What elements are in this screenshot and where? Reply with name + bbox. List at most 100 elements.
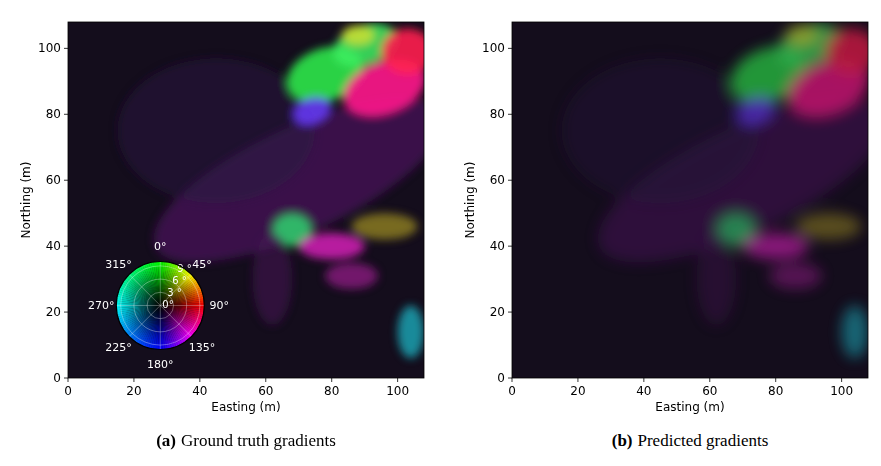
x-axis-title: Easting (m) — [211, 400, 280, 414]
wheel-spoke — [160, 305, 191, 336]
texture-blob — [733, 92, 779, 130]
wheel-angle-label: 90° — [210, 299, 230, 312]
texture-blob — [825, 29, 868, 75]
wheel-spoke — [116, 305, 160, 306]
texture-blob — [325, 263, 378, 289]
caption-text: Ground truth gradients — [181, 431, 336, 450]
texture-blob — [743, 233, 809, 259]
x-tick — [68, 378, 69, 382]
y-tick-label: 100 — [38, 41, 61, 55]
y-tick-label: 20 — [490, 305, 505, 319]
x-tick-label: 80 — [324, 384, 339, 398]
x-tick-label: 100 — [830, 384, 853, 398]
y-tick-label: 40 — [46, 239, 61, 253]
x-tick-label: 40 — [636, 384, 651, 398]
texture-blob — [786, 25, 819, 45]
panel-label: (b) — [612, 431, 633, 450]
figure: 0 20 40 60 80 100 0 20 40 60 80 100 Easting (m) North… — [0, 0, 881, 466]
caption-text: Predicted gradients — [638, 431, 769, 450]
y-axis-title: Northing (m) — [463, 162, 477, 239]
x-tick — [133, 378, 134, 382]
image — [512, 22, 868, 378]
x-tick — [577, 378, 578, 382]
wheel-shade — [116, 261, 204, 349]
texture-blob — [769, 263, 822, 289]
x-axis-title: Easting (m) — [655, 400, 724, 414]
wheel-spoke — [160, 261, 161, 305]
frame — [68, 22, 424, 378]
y-tick — [508, 246, 512, 247]
x-tick — [331, 378, 332, 382]
image — [68, 22, 424, 378]
y-tick — [64, 378, 68, 379]
y-tick — [508, 378, 512, 379]
y-tick-label: 0 — [53, 371, 61, 385]
y-tick-label: 80 — [490, 107, 505, 121]
wheel-angle-label: 225° — [105, 341, 132, 354]
wheel-angle-label: 315° — [105, 258, 132, 271]
color-wheel: 0°3 °6 °9 °0°45°90°135°180°225°270°315° — [88, 240, 229, 371]
y-tick — [508, 114, 512, 115]
y-tick — [64, 48, 68, 49]
texture-blob — [117, 58, 315, 203]
wheel-spoke — [129, 274, 160, 305]
wheel-outline — [116, 261, 204, 349]
x-tick — [643, 378, 644, 382]
y-tick — [64, 312, 68, 313]
wheel-angle-label: 135° — [189, 341, 216, 354]
x-tick — [775, 378, 776, 382]
panel: 020406080100020406080100Easting (m)North… — [463, 15, 881, 450]
x-tick-label: 20 — [126, 384, 141, 398]
x-tick-label: 60 — [258, 384, 273, 398]
wheel-angle-label: 180° — [147, 358, 174, 371]
texture-blob — [381, 29, 424, 75]
texture-blob — [697, 233, 737, 325]
texture-blob — [342, 25, 375, 45]
wheel-spoke — [160, 305, 204, 306]
wheel-angle-label: 45° — [192, 258, 212, 271]
texture-blob — [795, 213, 861, 239]
y-tick — [508, 180, 512, 181]
panel: 020406080100020406080100Easting (m)North… — [19, 15, 464, 450]
x-tick — [397, 378, 398, 382]
caption: (b) Predicted gradients — [612, 431, 769, 450]
texture-blob — [561, 58, 759, 203]
texture-blob — [299, 233, 365, 259]
y-tick-label: 60 — [490, 173, 505, 187]
x-tick — [709, 378, 710, 382]
wheel-spoke — [129, 305, 160, 336]
x-tick-label: 80 — [768, 384, 783, 398]
frame — [512, 22, 868, 378]
y-tick-label: 20 — [46, 305, 61, 319]
y-tick-label: 80 — [46, 107, 61, 121]
y-tick-label: 100 — [482, 41, 505, 55]
x-tick — [265, 378, 266, 382]
x-tick-label: 20 — [570, 384, 585, 398]
texture-blob — [351, 213, 417, 239]
x-tick-label: 0 — [64, 384, 72, 398]
y-tick — [64, 246, 68, 247]
texture-blob — [842, 305, 868, 358]
wheel-spoke — [160, 305, 161, 349]
x-tick — [199, 378, 200, 382]
image-texture — [117, 22, 424, 358]
x-tick-label: 60 — [702, 384, 717, 398]
wheel-radius-label: 6 ° — [172, 275, 187, 286]
x-tick-label: 0 — [508, 384, 516, 398]
panel-label: (a) — [156, 431, 176, 450]
image-texture — [561, 22, 868, 358]
wheel-spoke — [160, 274, 191, 305]
y-tick-label: 40 — [490, 239, 505, 253]
y-tick — [508, 48, 512, 49]
x-tick-label: 100 — [386, 384, 409, 398]
y-axis-title: Northing (m) — [19, 162, 33, 239]
x-tick — [512, 378, 513, 382]
x-tick — [841, 378, 842, 382]
y-tick — [508, 312, 512, 313]
wheel-angle-label: 270° — [88, 299, 115, 312]
texture-blob — [398, 305, 424, 358]
x-tick-label: 40 — [192, 384, 207, 398]
texture-blob — [289, 92, 335, 130]
texture-blob — [253, 233, 293, 325]
y-tick — [64, 180, 68, 181]
